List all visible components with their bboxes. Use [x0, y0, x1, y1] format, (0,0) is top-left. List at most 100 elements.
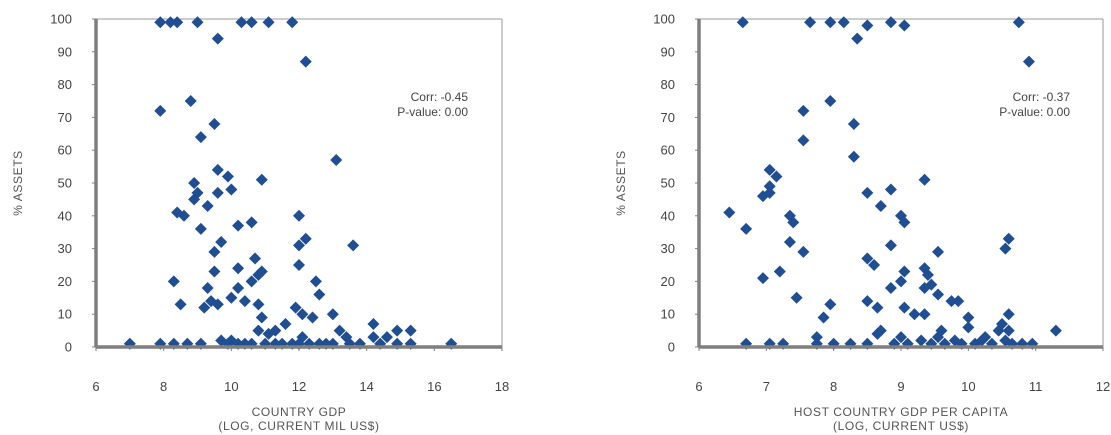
- data-point-marker: [824, 16, 837, 29]
- data-point-marker: [861, 19, 874, 32]
- y-tick-label: 20: [661, 274, 675, 289]
- data-point-marker: [198, 301, 211, 314]
- data-point-marker: [797, 104, 810, 117]
- y-tick-label: 90: [661, 44, 675, 59]
- data-point-marker: [194, 222, 207, 235]
- data-point-marker: [1002, 232, 1015, 245]
- x-tick-label: 12: [292, 379, 306, 394]
- data-point-marker: [333, 324, 346, 337]
- data-point-marker: [211, 186, 224, 199]
- correlation-label: Corr: -0.37: [1013, 90, 1071, 104]
- data-point-marker: [391, 324, 404, 337]
- data-point-marker: [404, 324, 417, 337]
- data-point-marker: [289, 301, 302, 314]
- x-tick-label: 10: [224, 379, 238, 394]
- data-point-marker: [932, 245, 945, 258]
- data-point-marker: [232, 219, 245, 232]
- data-point-marker: [299, 55, 312, 68]
- data-point-marker: [296, 308, 309, 321]
- data-point-marker: [221, 170, 234, 183]
- data-point-marker: [773, 265, 786, 278]
- data-point-marker: [201, 199, 214, 212]
- data-point-marker: [201, 281, 214, 294]
- data-point-marker: [824, 95, 837, 107]
- data-point-marker: [787, 216, 800, 229]
- x-axis-subtitle: (LOG, CURRENT US$): [833, 419, 969, 433]
- data-point-marker: [154, 104, 167, 117]
- data-point-marker: [918, 308, 931, 321]
- data-point-marker: [208, 265, 221, 278]
- data-point-marker: [837, 16, 850, 29]
- data-point-marker: [1012, 16, 1025, 29]
- x-tick-label: 7: [763, 379, 770, 394]
- y-tick-label: 10: [661, 307, 675, 322]
- data-point-marker: [306, 311, 319, 324]
- data-point-marker: [1022, 55, 1035, 68]
- data-point-marker: [962, 311, 975, 324]
- data-point-marker: [1002, 308, 1015, 321]
- data-point-marker: [884, 16, 897, 29]
- data-point-marker: [255, 265, 268, 278]
- data-point-marker: [184, 95, 197, 107]
- y-tick-label: 30: [58, 241, 72, 256]
- data-point-marker: [167, 275, 180, 288]
- data-point-marker: [817, 311, 830, 324]
- data-point-marker: [188, 193, 201, 206]
- right-scatter-panel: 0 10 20 30 40 50 60 70 80 90 100 6 7 8 9 10 11 12 Corr: -0…: [614, 12, 1110, 434]
- data-point-marker: [898, 19, 911, 32]
- data-point-marker: [908, 308, 921, 321]
- data-point-marker: [810, 331, 823, 344]
- data-point-marker: [874, 199, 887, 212]
- y-tick-label: 100: [50, 12, 72, 27]
- x-tick-label: 8: [830, 379, 837, 394]
- data-point-marker: [861, 252, 874, 265]
- data-point-marker: [326, 308, 339, 321]
- data-point-marker: [347, 239, 360, 252]
- y-tick-label: 40: [58, 208, 72, 223]
- x-tick-label: 6: [695, 379, 702, 394]
- x-tick-label: 12: [1096, 379, 1110, 394]
- x-tick-label: 6: [92, 379, 99, 394]
- data-point-marker: [238, 295, 251, 308]
- data-point-marker: [293, 209, 305, 222]
- data-point-marker: [921, 268, 934, 281]
- y-tick-label: 50: [58, 176, 72, 191]
- y-tick-label: 60: [58, 143, 72, 158]
- data-point-marker: [293, 239, 305, 252]
- data-point-marker: [154, 16, 167, 29]
- data-point-marker: [262, 327, 275, 340]
- data-point-marker: [804, 16, 817, 29]
- y-tick-label: 10: [58, 307, 72, 322]
- data-point-marker: [884, 281, 897, 294]
- data-point-marker: [313, 288, 326, 301]
- data-point-marker: [898, 265, 911, 278]
- data-point-marker: [763, 163, 776, 176]
- data-point-marker: [874, 324, 887, 337]
- y-tick-label: 80: [58, 77, 72, 92]
- data-point-marker: [847, 150, 860, 163]
- data-point-marker: [232, 281, 245, 294]
- data-point-marker: [299, 232, 312, 245]
- data-point-marker: [932, 331, 945, 344]
- data-point-marker: [871, 301, 884, 314]
- data-point-marker: [255, 173, 268, 186]
- y-tick-label: 0: [65, 340, 72, 355]
- data-point-marker: [367, 318, 380, 331]
- data-point-marker: [999, 242, 1012, 255]
- y-axis-title: % ASSETS: [11, 150, 25, 216]
- data-point-marker: [245, 216, 258, 229]
- data-point-marker: [255, 311, 268, 324]
- left-scatter-panel: 0 10 20 30 40 50 60 70 80 90 100 6 8 10 12 14 16 18 Corr: …: [11, 12, 509, 434]
- x-axis-subtitle: (LOG, CURRENT MIL US$): [218, 419, 379, 433]
- data-point-marker: [895, 275, 907, 288]
- data-point-marker: [262, 16, 275, 29]
- data-point-marker: [1002, 324, 1015, 337]
- data-point-marker: [188, 177, 201, 189]
- y-tick-label: 70: [661, 110, 675, 125]
- data-point-marker: [945, 295, 958, 308]
- data-point-marker: [211, 298, 224, 311]
- x-axis-title: HOST COUNTRY GDP PER CAPITA: [794, 405, 1008, 419]
- data-point-marker: [235, 16, 248, 29]
- data-point-marker: [380, 331, 393, 344]
- data-point-marker: [868, 259, 881, 271]
